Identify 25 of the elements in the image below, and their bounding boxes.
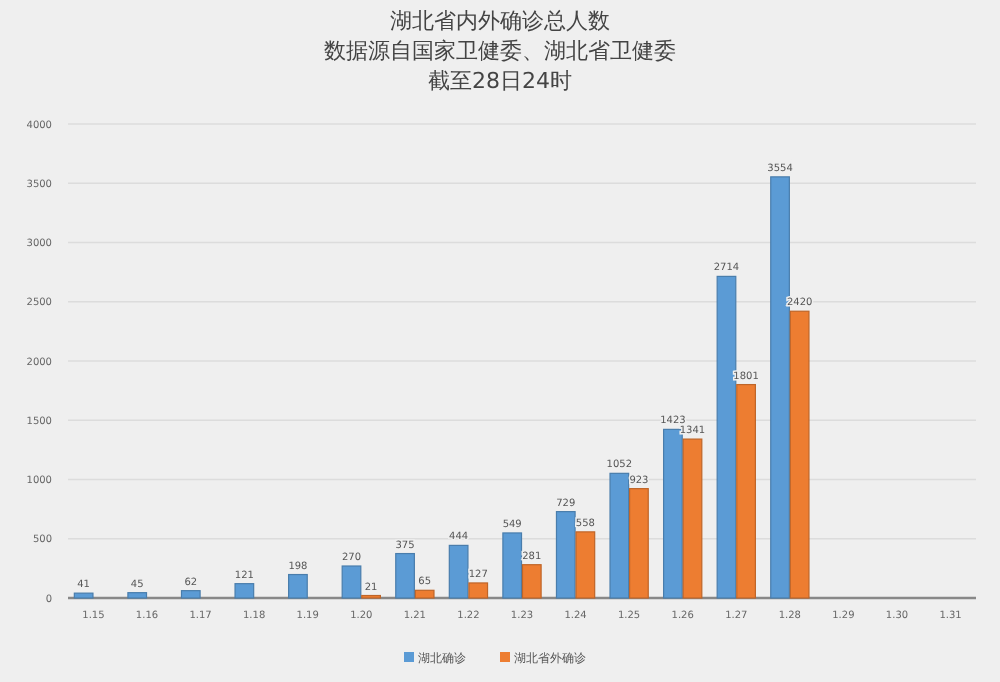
bar <box>341 565 362 599</box>
text: 截至28日24时 <box>428 68 572 94</box>
bar <box>789 310 810 599</box>
bar <box>521 564 542 599</box>
bar <box>468 582 489 599</box>
bar <box>288 573 308 599</box>
bar <box>629 488 649 599</box>
bar <box>127 592 148 599</box>
bar <box>663 428 683 599</box>
bar <box>234 583 255 599</box>
bar <box>502 532 523 599</box>
bar <box>770 176 790 599</box>
chart-subtitle: 数据源自国家卫健委、湖北省卫健委 <box>324 38 676 64</box>
bar <box>716 275 737 599</box>
chart-title: 湖北省内外确诊总人数 <box>390 8 610 34</box>
bar <box>180 590 201 599</box>
bar <box>555 511 576 599</box>
bar <box>414 589 435 599</box>
bar <box>448 544 469 599</box>
bar <box>73 592 94 599</box>
bar <box>736 383 756 599</box>
bar <box>682 438 703 599</box>
bar <box>609 472 630 599</box>
bar <box>575 531 596 599</box>
bar <box>395 552 415 599</box>
